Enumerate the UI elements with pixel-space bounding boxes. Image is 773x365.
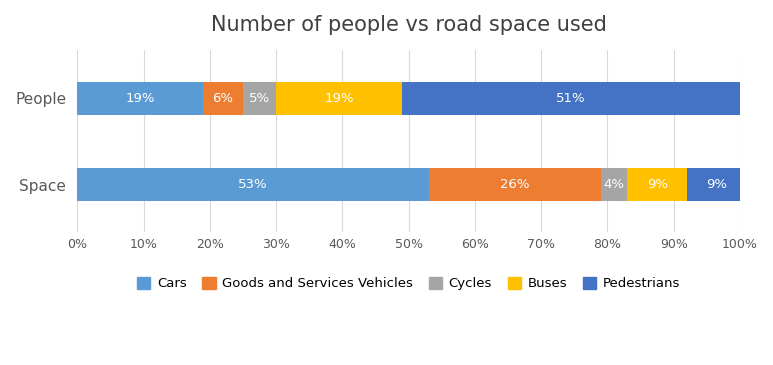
Bar xyxy=(428,168,601,201)
Bar xyxy=(601,168,628,201)
Text: 9%: 9% xyxy=(707,178,727,191)
Text: 26%: 26% xyxy=(500,178,530,191)
Text: 51%: 51% xyxy=(557,92,586,105)
Legend: Cars, Goods and Services Vehicles, Cycles, Buses, Pedestrians: Cars, Goods and Services Vehicles, Cycle… xyxy=(131,272,686,296)
Text: 53%: 53% xyxy=(238,178,267,191)
Text: 19%: 19% xyxy=(325,92,354,105)
Text: 19%: 19% xyxy=(125,92,155,105)
Bar xyxy=(243,82,276,115)
Bar xyxy=(687,168,747,201)
Text: 6%: 6% xyxy=(213,92,233,105)
Bar xyxy=(628,168,687,201)
Text: 5%: 5% xyxy=(249,92,270,105)
Bar xyxy=(77,82,203,115)
Bar xyxy=(203,82,243,115)
Bar xyxy=(402,82,740,115)
Bar xyxy=(276,82,402,115)
Text: 4%: 4% xyxy=(604,178,625,191)
Title: Number of people vs road space used: Number of people vs road space used xyxy=(211,15,607,35)
Bar xyxy=(77,168,428,201)
Text: 9%: 9% xyxy=(647,178,668,191)
